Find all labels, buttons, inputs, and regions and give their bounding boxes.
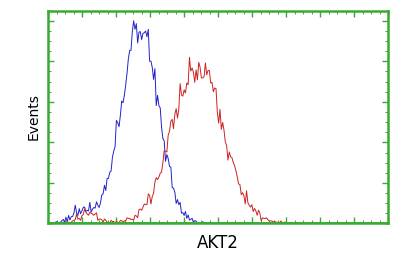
- X-axis label: AKT2: AKT2: [197, 234, 239, 252]
- Y-axis label: Events: Events: [26, 94, 40, 140]
